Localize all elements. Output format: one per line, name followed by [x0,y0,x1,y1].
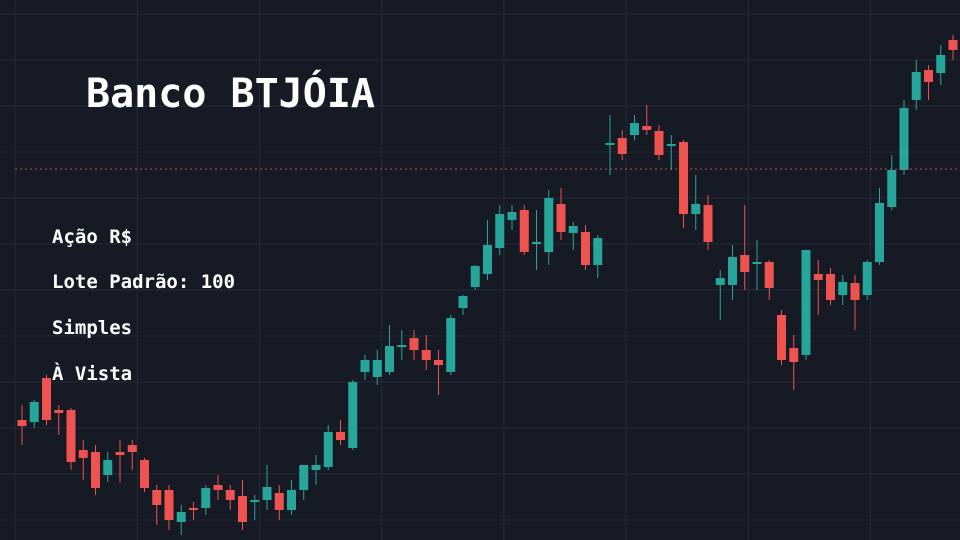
candle-body [801,250,811,355]
candle-body [568,226,578,233]
info-line: Lote Padrão: 100 [52,271,235,293]
info-line: Ação R$ [52,226,132,248]
candle-body [948,40,958,50]
title: Banco BTJÓIA [86,69,375,117]
candle-body [421,350,431,360]
candle-body [715,278,725,285]
candle-body [201,488,211,508]
candle-body [483,245,492,274]
overlay-text: Banco BTJÓIA Ação R$ Lote Padrão: 100 Si… [52,69,375,385]
candle-body [299,465,309,490]
candle-body [176,512,186,522]
candle-body [911,72,921,100]
candle-body [752,262,762,264]
candle-body [348,382,358,448]
candle-body [813,274,823,280]
candle-body [164,490,174,520]
candle-body [862,262,872,295]
candle-body [385,346,394,372]
candle-body [42,378,51,420]
candle-body [91,452,100,488]
candle-body [838,282,848,295]
candle-body [115,452,125,455]
candle-body [238,496,247,522]
candle-body [703,205,713,242]
candle-body [605,143,615,145]
candle-body [140,460,149,488]
candle-body [446,318,456,372]
candle-body [434,360,443,365]
candle-body [924,70,933,82]
candle-body [728,257,737,285]
candle-body [899,108,909,170]
candle-body [311,465,321,470]
candle-body [642,126,652,130]
candle-body [360,360,370,372]
candle-body [826,274,835,300]
candle-body [17,420,27,426]
candle-body [225,490,235,500]
candle-body [372,360,382,377]
candle-body [617,138,627,154]
candle-body [470,266,480,287]
candle-body [666,144,676,146]
candle-body [875,203,884,262]
candle-body [250,500,260,502]
candles [15,35,960,535]
candle-body [274,493,284,510]
candle-body [740,255,750,272]
candle-body [532,242,541,244]
candle-body [630,123,639,135]
candle-body [495,214,505,248]
candle-body [66,410,76,462]
candle-body [54,410,64,413]
info-line: À Vista [52,362,132,385]
candle-body [103,460,113,475]
candle-body [507,212,517,220]
candle-body [654,131,664,155]
candle-body [544,198,554,252]
candle-body [189,508,198,510]
candle-body [262,487,272,500]
candle-body [581,232,590,265]
candle-body [764,262,774,288]
candle-body [397,345,407,347]
candle-body [152,490,162,505]
candle-body [213,485,223,490]
candle-body [29,402,39,422]
candle-body [127,445,137,452]
candle-body [287,490,296,510]
candle-body [789,348,799,362]
candle-body [593,238,603,265]
candle-body [936,55,946,73]
candle-body [519,210,529,252]
candle-body [887,170,897,207]
candle-body [850,283,860,300]
candle-body [679,142,688,214]
info-line: Simples [52,317,132,339]
candle-body [323,432,333,467]
candle-body [777,315,786,360]
candle-body [691,204,701,214]
candle-body [409,338,419,350]
candle-body [556,204,566,232]
candle-body [336,432,345,440]
candle-body [78,450,88,458]
candle-body [458,296,468,308]
